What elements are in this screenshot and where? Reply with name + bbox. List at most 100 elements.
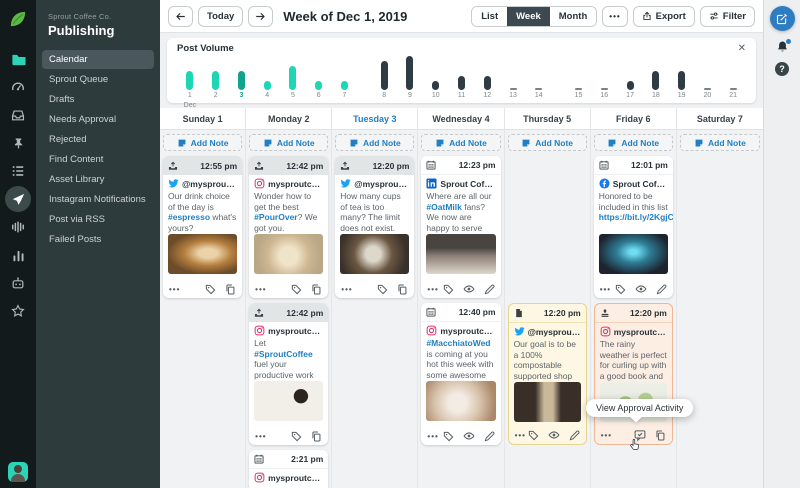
- tag-icon[interactable]: [205, 284, 216, 295]
- hashtag-link[interactable]: #MacchiatoWed: [426, 338, 491, 348]
- eye-icon[interactable]: [548, 429, 560, 441]
- more-icon[interactable]: •••: [341, 284, 353, 294]
- pencil-icon[interactable]: [569, 429, 580, 441]
- add-note-button[interactable]: Add Note: [679, 134, 760, 151]
- post-card[interactable]: 12:20 pm @mysproutco... How many cups of…: [335, 156, 415, 298]
- sidebar-item-calendar[interactable]: Calendar: [42, 50, 154, 69]
- rail-item-star[interactable]: [5, 298, 31, 324]
- post-card[interactable]: 12:55 pm @mysproutco... Our drink choice…: [163, 156, 243, 298]
- post-image[interactable]: [340, 234, 410, 274]
- rail-item-bar-chart[interactable]: [5, 242, 31, 268]
- sidebar-item-post-via-rss[interactable]: Post via RSS: [49, 214, 105, 225]
- tag-icon[interactable]: [291, 431, 302, 442]
- rail-item-bot[interactable]: [5, 270, 31, 296]
- view-option-month[interactable]: Month: [549, 6, 597, 26]
- export-button[interactable]: Export: [632, 5, 695, 27]
- pencil-icon[interactable]: [484, 430, 495, 442]
- add-note-button[interactable]: Add Note: [593, 134, 673, 151]
- post-card[interactable]: 12:01 pm Sprout Coffee Honored to be inc…: [593, 156, 673, 298]
- today-button[interactable]: Today: [198, 5, 244, 27]
- post-image[interactable]: [168, 234, 238, 274]
- text-segment: Honored to be included in this list: [598, 191, 668, 212]
- tag-icon[interactable]: [615, 284, 626, 295]
- more-icon[interactable]: •••: [600, 430, 613, 440]
- tag-icon[interactable]: [377, 284, 388, 295]
- hashtag-link[interactable]: #espresso: [168, 212, 211, 222]
- sidebar-item-failed-posts[interactable]: Failed Posts: [49, 234, 102, 245]
- pencil-icon[interactable]: [484, 283, 495, 295]
- sidebar-item-find-content[interactable]: Find Content: [49, 154, 104, 165]
- nav-back-button[interactable]: [168, 5, 193, 27]
- more-icon[interactable]: •••: [255, 431, 267, 441]
- post-card[interactable]: 12:23 pm Sprout Coffee Where are all our…: [421, 156, 501, 298]
- rail-item-inbox[interactable]: [5, 102, 31, 128]
- eye-icon[interactable]: [463, 430, 475, 442]
- view-option-week[interactable]: Week: [507, 6, 550, 26]
- tag-icon[interactable]: [291, 284, 302, 295]
- sidebar-item-sprout-queue[interactable]: Sprout Queue: [49, 74, 109, 85]
- more-icon[interactable]: •••: [599, 284, 612, 294]
- more-icon[interactable]: •••: [169, 284, 181, 294]
- copy-icon[interactable]: [311, 431, 322, 442]
- more-icon[interactable]: •••: [427, 284, 439, 294]
- rail-item-waveform[interactable]: [5, 214, 31, 240]
- post-card[interactable]: 12:42 pm mysproutcof... Let #SproutCoffe…: [249, 303, 329, 445]
- post-image[interactable]: [598, 234, 668, 274]
- sidebar-item-instagram-notifications[interactable]: Instagram Notifications: [49, 194, 146, 205]
- eye-icon[interactable]: [463, 283, 475, 295]
- notifications-bell[interactable]: [776, 39, 791, 53]
- rail-item-paper-plane[interactable]: [5, 186, 31, 212]
- nav-forward-button[interactable]: [248, 5, 274, 27]
- sidebar-item-rejected[interactable]: Rejected: [49, 134, 87, 145]
- sidebar-item-drafts[interactable]: Drafts: [49, 94, 75, 105]
- post-image[interactable]: [254, 381, 324, 421]
- copy-icon[interactable]: [311, 284, 322, 295]
- help-button[interactable]: ?: [775, 62, 789, 76]
- copy-icon[interactable]: [397, 284, 408, 295]
- post-card[interactable]: 12:20 pm @mysproutco... Our goal is to b…: [507, 303, 587, 445]
- add-note-button[interactable]: Add Note: [249, 134, 329, 151]
- post-card[interactable]: 12:42 pm mysproutcof... Wonder how to ge…: [249, 156, 329, 298]
- post-card-header: 12:40 pm: [421, 303, 501, 322]
- compose-button[interactable]: [769, 6, 795, 31]
- approval-comment-icon[interactable]: [634, 429, 646, 441]
- tag-icon[interactable]: [443, 431, 454, 442]
- more-icon[interactable]: •••: [255, 284, 267, 294]
- sidebar-item-needs-approval[interactable]: Needs Approval: [49, 114, 117, 125]
- post-image[interactable]: [426, 234, 496, 274]
- rail-item-list[interactable]: [5, 158, 31, 184]
- rail-item-gauge[interactable]: [5, 74, 31, 100]
- copy-icon[interactable]: [655, 430, 666, 441]
- sidebar-item-asset-library[interactable]: Asset Library: [49, 174, 105, 185]
- view-option-list[interactable]: List: [472, 6, 508, 26]
- post-image[interactable]: [254, 234, 324, 274]
- post-card[interactable]: 12:20 pm mysproutcof... The rainy weathe…: [593, 303, 673, 445]
- more-icon[interactable]: •••: [514, 430, 526, 440]
- post-image[interactable]: [426, 381, 496, 421]
- post-card[interactable]: 12:40 pm mysproutcof... #MacchiatoWed is…: [421, 303, 501, 445]
- hashtag-link[interactable]: #PourOver: [254, 212, 298, 222]
- hashtag-link[interactable]: #OatMilk: [426, 201, 462, 212]
- hashtag-link[interactable]: #SproutCoffee: [254, 348, 313, 359]
- hashtag-link[interactable]: https://bit.ly/2KgjC0S: [598, 212, 673, 222]
- add-note-button[interactable]: Add Note: [421, 134, 501, 151]
- tag-icon[interactable]: [528, 430, 539, 441]
- rail-item-pin[interactable]: [5, 130, 31, 156]
- post-image[interactable]: [513, 382, 581, 422]
- close-icon[interactable]: ✕: [737, 42, 746, 54]
- add-note-button[interactable]: Add Note: [335, 134, 415, 151]
- sprout-logo-icon[interactable]: [7, 8, 29, 30]
- copy-icon[interactable]: [225, 284, 236, 295]
- post-card[interactable]: 2:21 pm mysproutcof... •••: [249, 450, 329, 488]
- volume-bar-label: 6: [316, 92, 321, 99]
- tag-icon[interactable]: [443, 284, 454, 295]
- rail-item-folder[interactable]: [5, 46, 31, 72]
- more-options-button[interactable]: •••: [602, 5, 628, 27]
- pencil-icon[interactable]: [656, 283, 667, 295]
- add-note-button[interactable]: Add Note: [163, 134, 243, 151]
- add-note-button[interactable]: Add Note: [507, 134, 587, 151]
- filter-button[interactable]: Filter: [699, 5, 755, 27]
- avatar[interactable]: [8, 462, 28, 482]
- more-icon[interactable]: •••: [427, 431, 439, 441]
- eye-icon[interactable]: [635, 283, 647, 295]
